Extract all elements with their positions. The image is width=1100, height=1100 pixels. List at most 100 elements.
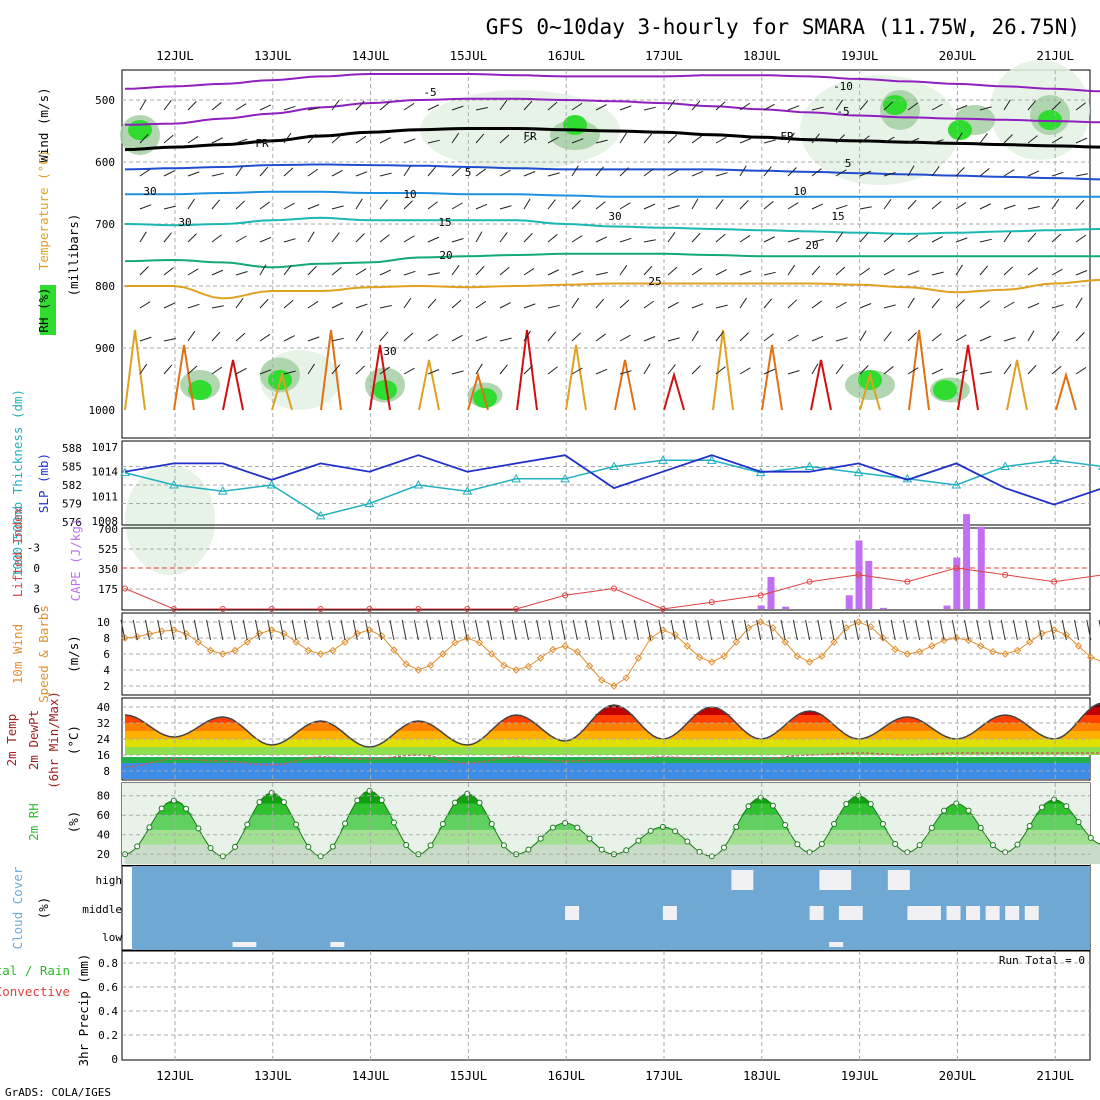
wind-barb (915, 619, 921, 641)
wind-barb (427, 369, 440, 375)
wind-barb (499, 302, 511, 309)
thickness-point (217, 486, 228, 495)
wind-barb (426, 619, 432, 641)
wind-barb (379, 305, 392, 309)
wind-barb (739, 332, 749, 342)
wind-barb (499, 232, 508, 243)
wind-barb (955, 105, 968, 111)
wind-speed-point (573, 648, 582, 656)
ylabel-cloud-cover: Cloud Cover (10, 866, 25, 949)
wind-barb (931, 200, 942, 210)
wind-barb (283, 335, 295, 342)
wind-barb (643, 265, 653, 276)
wind-barb (187, 330, 196, 342)
wind-barb (811, 106, 824, 111)
rh-point (1087, 834, 1094, 841)
wind-barb (163, 134, 174, 144)
rh-shade (800, 75, 960, 185)
li-point (757, 592, 764, 599)
wind-barb (139, 336, 152, 342)
wind-barb (163, 338, 176, 342)
wind-barb (715, 172, 728, 177)
wind-barb (643, 168, 654, 177)
wind-barb (658, 619, 664, 641)
wind-barb (859, 206, 872, 210)
wind-barb (355, 171, 368, 177)
li-point (415, 606, 422, 612)
wind-barb (715, 304, 728, 309)
wind-barb (931, 103, 943, 111)
wind-speed-point (598, 676, 606, 684)
wind-barb (1027, 364, 1037, 375)
wind-barb (643, 363, 651, 375)
ylabel-wind-unit: (m/s) (66, 635, 81, 673)
wind-barb (597, 619, 603, 641)
wind-barb (571, 235, 583, 243)
temp-band (125, 703, 1100, 715)
isotherm-label: 30 (383, 345, 396, 358)
wind-barb (163, 302, 176, 309)
wind-barb (667, 301, 679, 309)
wind-barb (715, 269, 727, 276)
wind-barb (835, 169, 847, 177)
upper-air-panel-frame (121, 69, 1091, 439)
wind-barb (927, 619, 933, 641)
wind-barb (763, 298, 773, 309)
wind-barb (120, 619, 126, 641)
li-point (219, 606, 226, 612)
precip-panel-frame (121, 950, 1091, 1061)
high-cloud-block (887, 870, 910, 890)
wind-barb (643, 336, 656, 342)
wind-barb (667, 266, 678, 276)
wind-barb (571, 270, 584, 276)
wind-barb (691, 100, 701, 111)
rh-point (586, 835, 593, 842)
wind-barb (259, 201, 271, 210)
wind-barb (355, 303, 368, 309)
middle-cloud-block (809, 906, 824, 920)
wind-barb (643, 203, 656, 210)
wind-barb (854, 619, 859, 641)
wind-barb (181, 619, 187, 641)
wind-barb (379, 172, 392, 177)
wind-barb (883, 304, 896, 309)
wind-barb (619, 299, 630, 309)
wind-barb (787, 237, 800, 243)
wind-barb (259, 333, 271, 342)
rh-point (635, 837, 642, 844)
wind-barb (259, 166, 269, 177)
wind-barb (841, 619, 847, 641)
wind-barb (1037, 619, 1043, 641)
temp-tick-label: 16 (97, 749, 110, 762)
rh-point (977, 824, 984, 831)
wind-barb (283, 132, 292, 144)
rh-point (146, 824, 153, 831)
wind-barb (1003, 169, 1015, 177)
wind-barb (499, 169, 511, 177)
wind-barb (389, 619, 395, 641)
wind-barb (331, 205, 344, 210)
wind-barb (163, 364, 173, 375)
wind-barb (835, 301, 847, 309)
wind-barb (1049, 619, 1055, 641)
rh-shade-high (188, 380, 212, 400)
wind-barb (595, 333, 607, 342)
wind-barb (499, 337, 512, 342)
wind-tick-label: 2 (103, 680, 110, 693)
wind-barb (739, 235, 751, 243)
rh-point (183, 805, 190, 812)
wind-barb (646, 619, 652, 641)
wind-tick-label: 8 (103, 632, 110, 645)
wind-barb (451, 370, 464, 375)
rh-point (439, 821, 446, 827)
wind-barb (955, 369, 968, 375)
wind-barb (707, 619, 713, 641)
wind-barb (619, 105, 632, 111)
wind-barb (379, 331, 389, 342)
wind-barb (487, 619, 493, 641)
wind-barb (1051, 136, 1063, 144)
wind-barb (955, 132, 963, 144)
temp-tick-label: 32 (97, 717, 110, 730)
wind-barb (883, 233, 894, 243)
